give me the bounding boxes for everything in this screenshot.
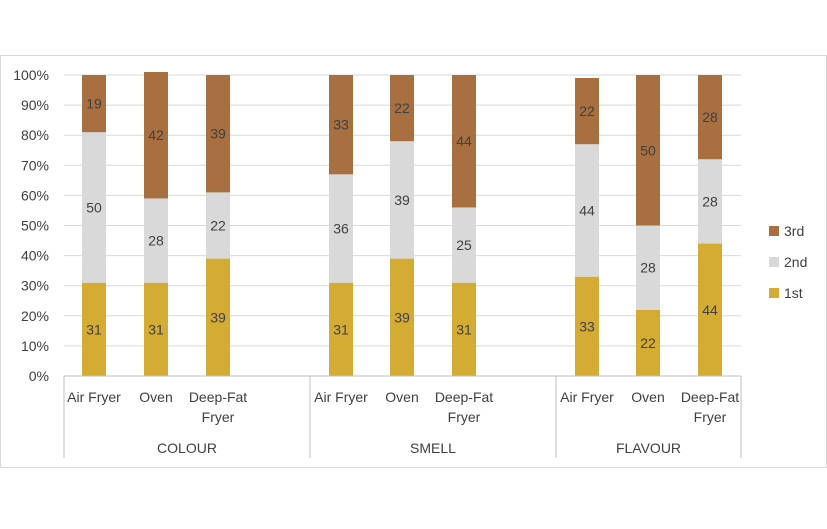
bar-segment-3rd (452, 75, 476, 208)
data-label: 31 (333, 321, 349, 337)
x-category-label: Oven (139, 389, 172, 405)
data-label: 28 (148, 233, 164, 249)
bar-segment-2nd (144, 198, 168, 283)
bar-segment-3rd (636, 75, 660, 226)
bar-segment-3rd (144, 71, 168, 199)
legend-swatch (769, 226, 779, 236)
data-label: 25 (456, 237, 472, 253)
y-tick-label: 90% (21, 97, 49, 113)
x-category-label: Oven (385, 389, 418, 405)
bar-segment-1st (82, 282, 106, 376)
legend-swatch (769, 257, 779, 267)
data-label: 22 (210, 218, 226, 234)
data-label: 22 (579, 103, 595, 119)
x-category-label: Oven (631, 389, 664, 405)
data-label: 28 (702, 109, 718, 125)
bar-segment-2nd (329, 174, 353, 283)
legend: 3rd 2nd 1st (769, 223, 807, 301)
data-label: 39 (394, 309, 410, 325)
data-label: 31 (456, 321, 472, 337)
bar-segment-2nd (452, 207, 476, 283)
data-label: 33 (333, 117, 349, 133)
legend-label: 3rd (784, 223, 804, 239)
bar-segment-2nd (206, 192, 230, 259)
x-category-label: Deep-Fat (681, 389, 739, 405)
bar-segment-3rd (329, 75, 353, 175)
axes: 0% 10% 20% 30% 40% 50% 60% 70% 80% 90% 100% Air Fry… (13, 67, 742, 458)
bar-segment-3rd (82, 75, 106, 133)
data-label: 39 (210, 126, 226, 142)
x-category-label: Deep-Fat (435, 389, 493, 405)
bar-segment-1st (206, 258, 230, 376)
x-group-label: COLOUR (157, 440, 217, 456)
y-tick-label: 60% (21, 187, 49, 203)
bar-segment-1st (329, 282, 353, 376)
data-label: 22 (394, 100, 410, 116)
bar-segment-1st (144, 282, 168, 376)
bar-segment-2nd (82, 132, 106, 283)
bar-segment-2nd (636, 225, 660, 310)
legend-label: 2nd (784, 254, 807, 270)
bar-segment-3rd (698, 75, 722, 160)
bar-segment-2nd (575, 144, 599, 277)
y-tick-label: 40% (21, 248, 49, 264)
bar-segment-1st (390, 258, 414, 376)
data-label: 36 (333, 221, 349, 237)
x-category-label: Fryer (202, 409, 235, 425)
y-tick-label: 0% (29, 368, 49, 384)
data-labels: 31 50 19 31 28 42 39 22 39 31 36 33 39 39 22 31 25 44 33 44… (86, 96, 718, 351)
bar-segment-1st (636, 309, 660, 376)
x-category-label: Fryer (448, 409, 481, 425)
y-tick-label: 100% (13, 67, 49, 83)
x-group-label: FLAVOUR (616, 440, 681, 456)
data-label: 31 (86, 321, 102, 337)
y-tick-label: 70% (21, 157, 49, 173)
data-label: 44 (456, 133, 472, 149)
bar-segment-1st (698, 243, 722, 376)
data-label: 19 (86, 96, 102, 112)
bars (82, 71, 722, 376)
bar-segment-1st (452, 282, 476, 376)
y-tick-label: 50% (21, 218, 49, 234)
data-label: 50 (86, 199, 102, 215)
data-label: 22 (640, 335, 656, 351)
legend-label: 1st (784, 285, 803, 301)
data-label: 31 (148, 321, 164, 337)
data-label: 39 (394, 192, 410, 208)
data-label: 33 (579, 318, 595, 334)
data-label: 39 (210, 309, 226, 325)
y-tick-label: 10% (21, 338, 49, 354)
x-category-label: Fryer (694, 409, 727, 425)
x-category-label: Air Fryer (560, 389, 614, 405)
bar-segment-3rd (206, 75, 230, 193)
data-label: 28 (640, 260, 656, 276)
y-tick-label: 20% (21, 308, 49, 324)
data-label: 50 (640, 142, 656, 158)
bar-segment-1st (575, 276, 599, 376)
legend-swatch (769, 288, 779, 298)
bar-segment-2nd (698, 159, 722, 244)
y-tick-label: 30% (21, 278, 49, 294)
x-category-label: Deep-Fat (189, 389, 247, 405)
data-label: 44 (579, 202, 595, 218)
y-tick-label: 80% (21, 127, 49, 143)
x-category-label: Air Fryer (67, 389, 121, 405)
bar-segment-3rd (575, 78, 599, 145)
x-group-label: SMELL (410, 440, 456, 456)
data-label: 44 (702, 302, 718, 318)
bar-segment-3rd (390, 75, 414, 142)
data-label: 28 (702, 193, 718, 209)
data-label: 42 (148, 127, 164, 143)
bar-segment-2nd (390, 141, 414, 259)
x-category-label: Air Fryer (314, 389, 368, 405)
